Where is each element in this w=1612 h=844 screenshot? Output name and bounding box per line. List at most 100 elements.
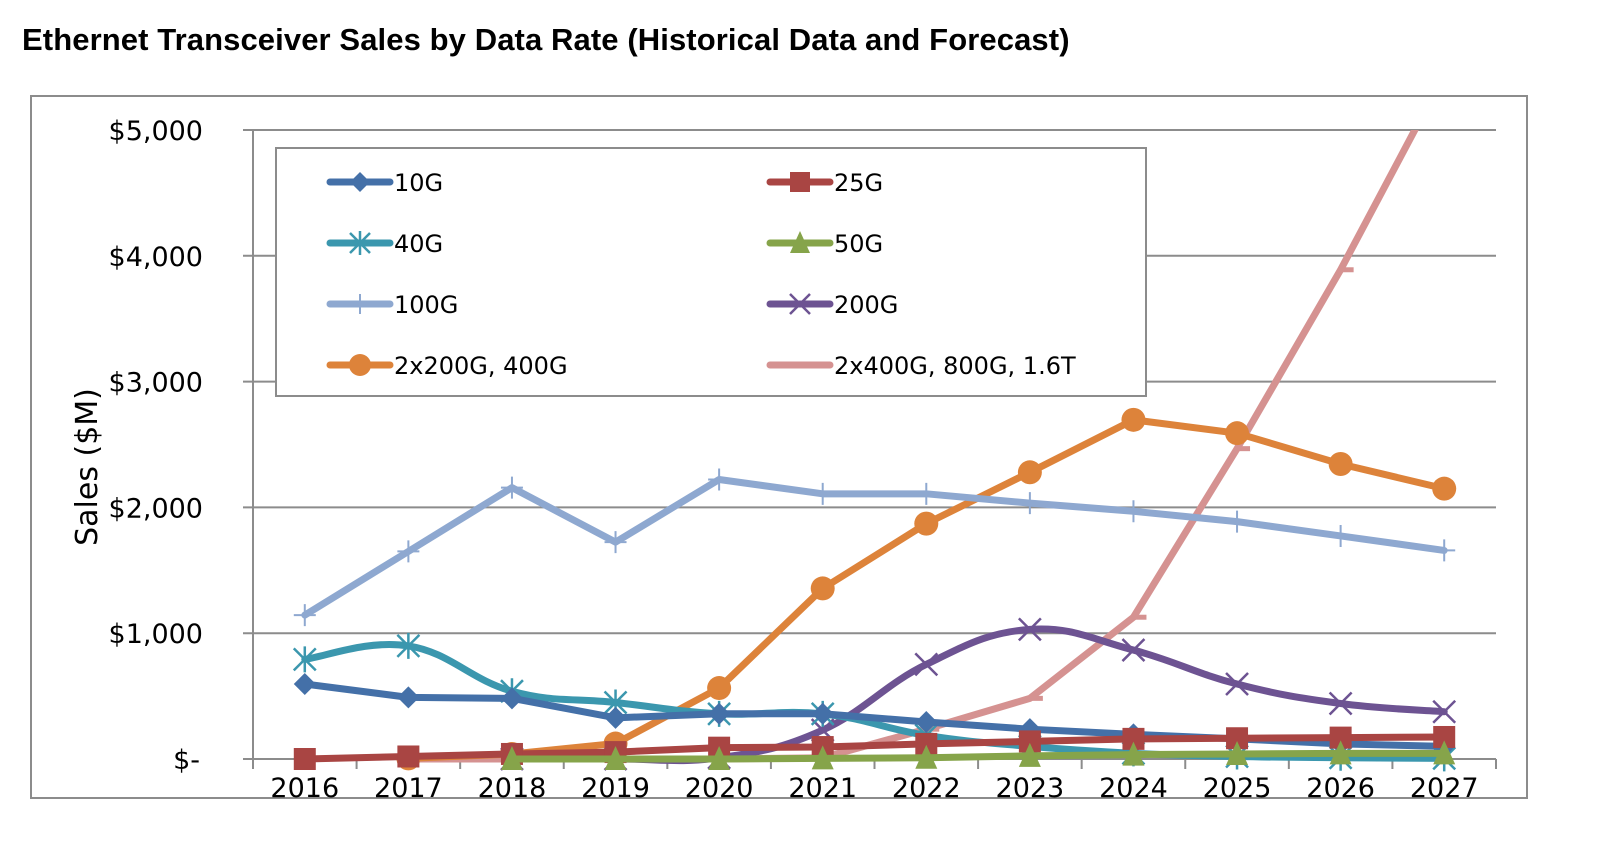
legend-item[interactable]: 2x400G, 800G, 1.6T	[766, 352, 1076, 380]
point-marker	[500, 476, 523, 499]
point-marker	[1329, 740, 1352, 765]
point-marker	[293, 604, 316, 627]
point-marker	[1329, 726, 1352, 749]
x-tick-label: 2026	[1306, 773, 1375, 804]
point-marker	[1122, 741, 1145, 766]
point-marker	[1225, 421, 1250, 446]
point-marker	[707, 676, 732, 701]
point-marker	[1017, 617, 1042, 642]
point-marker	[1122, 500, 1145, 523]
legend-item[interactable]: 50G	[766, 230, 883, 258]
point-marker	[604, 706, 627, 729]
x-tick-label: 2017	[374, 773, 443, 804]
point-marker	[708, 468, 731, 491]
point-marker	[1328, 451, 1353, 476]
point-marker	[396, 632, 421, 659]
point-marker	[1433, 740, 1456, 765]
point-marker	[397, 745, 420, 768]
point-marker	[914, 652, 939, 677]
legend-label: 10G	[394, 169, 443, 197]
legend-label: 50G	[834, 230, 883, 258]
point-marker	[789, 293, 811, 315]
point-marker	[349, 354, 371, 376]
x-tick-label: 2027	[1410, 773, 1479, 804]
x-tick-label: 2020	[685, 773, 754, 804]
point-marker	[915, 711, 938, 734]
point-marker	[1018, 730, 1041, 753]
x-tick-label: 2023	[996, 773, 1065, 804]
x-tick-label: 2018	[478, 773, 547, 804]
series-line	[301, 475, 1448, 619]
x-tick-label: 2024	[1099, 773, 1168, 804]
legend-item[interactable]: 40G	[326, 230, 443, 258]
point-marker	[397, 686, 420, 709]
legend-label: 2x200G, 400G	[394, 352, 568, 380]
y-axis-label: Sales ($M)	[70, 388, 105, 546]
point-marker	[790, 231, 810, 253]
legend-item[interactable]: 2x200G, 400G	[326, 352, 568, 380]
point-marker	[708, 746, 731, 770]
legend-box	[275, 147, 1147, 397]
point-marker	[350, 172, 370, 192]
legend-label: 25G	[834, 169, 883, 197]
point-marker	[604, 746, 627, 770]
legend-item[interactable]: 200G	[766, 291, 898, 319]
y-tick-label: $4,000	[109, 242, 203, 273]
legend-item[interactable]: 10G	[326, 169, 443, 197]
point-marker	[604, 531, 627, 554]
point-marker	[397, 540, 420, 563]
point-marker	[914, 511, 939, 536]
point-marker	[708, 702, 731, 725]
legend-label: 2x400G, 800G, 1.6T	[834, 352, 1076, 380]
x-tick-label: 2021	[788, 773, 857, 804]
x-tick-label: 2019	[581, 773, 650, 804]
point-marker	[810, 576, 835, 601]
point-marker	[1432, 699, 1457, 724]
y-tick-label: $2,000	[109, 493, 203, 524]
point-marker	[811, 702, 834, 725]
point-marker	[349, 231, 371, 255]
x-tick-label: 2022	[892, 773, 961, 804]
point-marker	[1225, 672, 1249, 696]
point-marker	[500, 687, 523, 710]
series-line	[508, 749, 1448, 763]
point-marker	[1017, 460, 1042, 485]
series-lines	[292, 130, 1457, 772]
point-marker	[811, 482, 834, 505]
point-marker	[293, 673, 316, 696]
point-marker	[1018, 492, 1041, 515]
legend: 10G 25G 40G 50G 100G 200G 2x200G, 400G 2x400G, …	[275, 147, 1147, 397]
point-marker	[811, 745, 834, 770]
point-marker	[915, 482, 938, 505]
legend-item[interactable]: 25G	[766, 169, 883, 197]
y-tick-label: $3,000	[109, 368, 203, 399]
series-line	[301, 733, 1448, 763]
legend-label: 40G	[394, 230, 443, 258]
legend-label: 200G	[834, 291, 898, 319]
x-tick-label: 2025	[1203, 773, 1272, 804]
legend-item[interactable]: 100G	[326, 291, 458, 319]
point-marker	[1328, 691, 1353, 716]
point-marker	[1432, 476, 1457, 501]
point-marker	[293, 748, 316, 770]
point-marker	[292, 646, 317, 673]
point-marker	[500, 746, 523, 770]
chart-frame	[30, 95, 1528, 799]
chart-title: Ethernet Transceiver Sales by Data Rate …	[22, 22, 1070, 57]
point-marker	[1226, 510, 1249, 533]
point-marker	[1121, 638, 1146, 662]
series-100g	[293, 468, 1456, 627]
legend-label: 100G	[394, 291, 458, 319]
x-tick-labels: 2016 2017 2018 2019 2020 2021 2022 2023 2024 2025…	[270, 773, 1478, 804]
y-tick-label: $1,000	[109, 619, 203, 650]
point-marker	[1329, 524, 1352, 547]
point-marker	[1433, 725, 1456, 748]
point-marker	[915, 744, 938, 769]
point-marker	[1121, 407, 1146, 432]
series-50g	[500, 740, 1456, 770]
point-marker	[790, 172, 810, 192]
point-marker	[1226, 740, 1249, 765]
y-tick-label: $-	[173, 745, 200, 776]
point-marker	[1122, 727, 1145, 750]
